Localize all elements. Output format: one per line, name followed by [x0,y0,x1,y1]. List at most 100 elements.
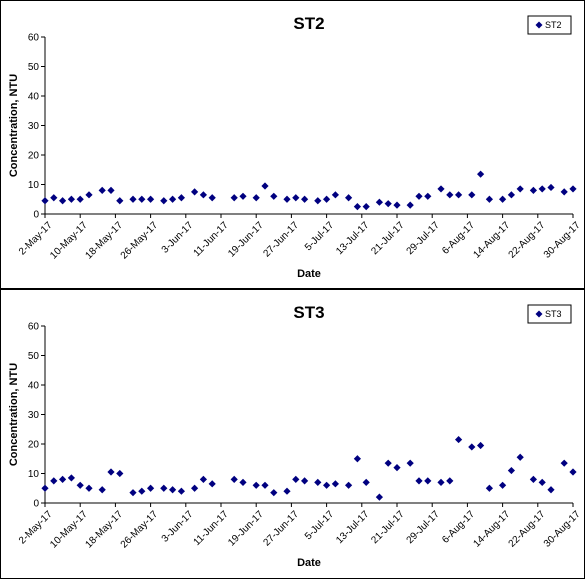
chart-st3: ST301020304050602-May-1710-May-1718-May-… [8,303,583,569]
data-point-st2 [160,197,168,205]
data-point-st2 [375,198,383,206]
legend-box [527,304,572,324]
y-tick-label: 10 [28,469,40,480]
x-tick-label: 14-Aug-17 [471,509,512,550]
data-point-st3 [516,453,524,461]
data-point-st2 [393,201,401,209]
data-point-st2 [468,191,476,199]
data-point-st3 [446,477,454,485]
y-tick-label: 50 [28,62,40,73]
legend-label: ST2 [545,20,562,30]
data-point-st3 [547,486,555,494]
x-tick-label: 3-Jun-17 [160,220,196,256]
data-point-st3 [393,464,401,472]
data-point-st3 [362,478,370,486]
data-point-st3 [147,484,155,492]
data-point-st2 [116,197,124,205]
x-tick-label: 29-Jul-17 [405,509,443,547]
y-tick-label: 40 [28,92,40,103]
data-point-st3 [507,466,515,475]
data-point-st3 [98,486,106,494]
x-tick-label: 3-Jun-17 [160,509,196,545]
data-point-st2 [59,197,67,205]
data-point-st3 [323,481,331,489]
data-point-st2 [98,186,106,194]
x-tick-label: 30-Aug-17 [542,509,583,550]
legend: ST3 [527,304,572,324]
x-tick-label: 5-Jul-17 [303,220,337,254]
data-point-st3 [468,443,476,451]
data-point-st2 [261,182,269,190]
data-point-st2 [455,191,463,199]
data-point-st3 [314,478,322,486]
x-tick-label: 27-Jun-17 [261,509,301,549]
data-point-st3 [261,481,269,489]
legend: ST2 [527,15,572,35]
legend-marker [535,21,543,29]
data-point-st2 [252,194,260,202]
x-tick-label: 19-Jun-17 [226,220,266,260]
data-point-st2 [147,195,155,203]
y-tick-label: 50 [28,351,40,362]
chart-panel-st2: ST2 0 10 20 30 40 50 60 2-May-17 10-May-17 18-May-… [0,0,585,289]
data-point-st2 [415,192,423,200]
data-point-st3 [252,481,260,489]
data-point-st2 [230,194,238,202]
legend-box [527,15,572,35]
data-point-st3 [138,487,146,495]
y-tick-label: 60 [28,33,40,44]
data-point-st2 [239,192,247,200]
data-point-st2 [85,191,93,199]
data-point-st2 [362,203,370,211]
data-point-st3 [301,477,309,485]
data-point-st2 [199,191,207,199]
x-tick-label: 13-Jul-17 [334,220,372,258]
data-point-st2 [569,185,577,193]
x-tick-label: 11-Jun-17 [192,509,231,548]
data-point-st3 [375,493,383,501]
data-point-st3 [529,475,537,483]
y-tick-label: 0 [33,499,39,510]
data-point-st3 [199,475,207,483]
data-point-st2 [353,203,361,211]
data-point-st3 [538,478,546,486]
data-point-st3 [353,455,361,463]
data-point-st3 [230,475,238,483]
data-point-st2 [507,191,515,199]
data-point-st2 [331,191,339,199]
data-point-st3 [406,459,414,467]
chart-panel-st3: ST3 0 10 20 30 40 50 60 2-May-17 10-May-17 18-May-… [0,289,585,579]
data-point-st3 [292,475,300,483]
data-point-st3 [424,477,432,485]
data-point-st3 [76,481,84,489]
data-point-st2 [292,194,300,202]
data-point-st2 [67,195,75,203]
x-tick-label: 5-Jul-17 [303,509,337,543]
data-point-st3 [67,474,75,482]
data-point-st2 [485,195,493,203]
data-point-st3 [107,468,115,476]
y-tick-label: 10 [28,180,40,191]
data-point-st3 [116,469,124,478]
x-tick-label: 22-Aug-17 [507,220,548,261]
y-tick-label: 30 [28,121,40,132]
data-point-st2 [208,194,216,202]
x-tick-label: 30-Aug-17 [542,220,583,261]
chart-st2: ST201020304050602-May-1710-May-1718-May-… [8,14,583,280]
data-point-st2 [538,185,546,193]
y-tick-label: 60 [28,322,40,333]
data-point-st2 [345,194,353,202]
data-point-st2 [477,170,485,178]
data-point-st3 [437,478,445,486]
data-point-st3 [345,481,353,489]
data-point-st2 [177,194,185,202]
data-point-st2 [169,195,177,203]
data-point-st3 [208,480,216,488]
data-point-st3 [177,487,185,495]
data-point-st2 [560,188,568,196]
y-tick-label: 30 [28,410,40,421]
data-point-st3 [160,484,168,492]
data-point-st3 [569,468,577,476]
data-point-st2 [50,194,58,202]
data-point-st2 [76,195,84,203]
